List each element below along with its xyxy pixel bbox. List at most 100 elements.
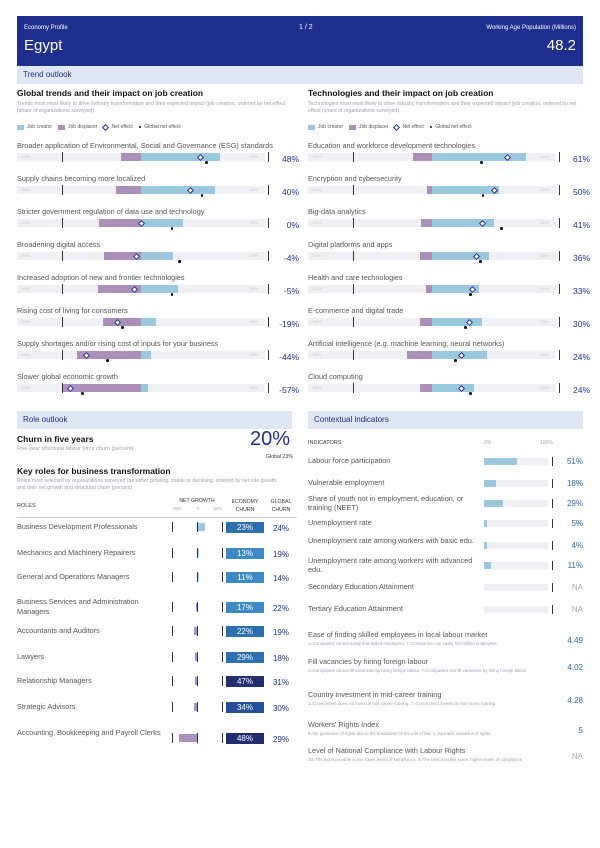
indicator-value: 5% [571,519,583,528]
global-creator-bar [141,252,174,260]
global-value: -4% [283,253,299,263]
global-tick-left [61,218,63,228]
tech-tick-left [352,218,354,228]
tech-note: Technologies most most likely to drive i… [308,101,577,114]
population-value: 48.2 [546,37,576,54]
indicator-label: Secondary Education Attainment [308,582,414,591]
role-axis-left [172,676,173,686]
indicator-label: Fill vacancies by hiring foreign labour [308,657,429,666]
economy-churn-chip: 11% [226,572,264,583]
tech-label: Encryption and cybersecurity [308,174,402,183]
indicator-end-tick [552,541,553,550]
tech-label: Health and care technologies [308,273,403,282]
global-label: Supply chains becoming more localized [17,174,146,183]
ctx-axis-max: 100% [540,440,553,446]
role-net-bar [197,523,205,531]
tech-scale-min: -100% [311,320,322,324]
tech-displacer-bar [420,219,432,227]
global-global-marker [81,392,84,395]
indicator-value: 29% [566,499,583,508]
col-roles: ROLES [17,503,36,509]
global-churn-value: 29% [272,735,289,744]
global-global-marker [178,260,181,263]
global-creator-bar [141,153,221,161]
indicator-bar [484,562,492,569]
role-axis-right [222,652,223,662]
role-net-bar [195,677,197,685]
tech-scale-max: 100% [540,353,549,357]
tech-label: Big-data analytics [308,207,366,216]
displacer-swatch [349,124,357,130]
economy-churn-chip: 47% [226,676,264,687]
tech-scale-min: -100% [311,386,322,390]
global-tick-right [268,284,269,294]
role-zero-tick [197,572,198,582]
global-scale-max: 100% [249,386,258,390]
tech-global-marker [480,161,483,164]
global-creator-bar [141,219,184,227]
role-axis-right [222,702,223,712]
economy-churn-chip: 29% [226,652,264,663]
tech-value: 41% [572,220,590,230]
tech-label: E-commerce and digital trade [308,306,404,315]
role-axis-left [172,626,173,636]
role-net-bar [196,603,197,611]
global-label: Slower global economic growth [17,372,118,381]
tech-legend: Job creator Job displacer Net effect Glo… [308,123,472,131]
role-label: Lawyers [17,652,45,661]
tech-value: 33% [572,286,590,296]
indicator-end-tick [552,457,553,466]
indicator-bar [484,500,503,507]
tech-creator-bar [432,219,494,227]
net-effect-icon [102,123,110,131]
global-global-marker [121,326,124,329]
tech-displacer-bar [419,252,432,260]
indicator-label: Share of youth not in employment, educat… [308,494,464,512]
tech-tick-right [559,152,560,162]
global-churn-value: 18% [272,654,289,663]
global-scale-max: 100% [249,320,258,324]
global-tick-left [61,152,63,162]
tech-value: 30% [572,319,590,329]
tech-tick-right [559,185,560,195]
global-value: 48% [281,154,299,164]
indicator-note: 1=Companies cannot fill vacancies by hir… [308,668,527,673]
indicator-end-tick [552,605,553,614]
indicator-value: 4.02 [567,663,583,672]
net-axis: -50% 0 50% [172,506,222,511]
role-zero-tick [197,733,198,743]
tech-scale-min: -100% [311,353,322,357]
tech-global-marker [479,260,482,263]
tech-creator-bar [432,318,482,326]
key-roles-title: Key roles for business transformation [17,466,171,476]
trend-outlook-section: Trend outlook [17,66,583,84]
net-effect-icon [393,123,401,131]
role-axis-right [222,676,223,686]
global-creator-bar [141,351,151,359]
global-scale-max: 100% [249,254,258,258]
tech-tick-left [352,284,354,294]
global-creator-bar [141,285,179,293]
tech-scale-min: -100% [311,254,322,258]
col-indicators: INDICATORS [308,440,342,446]
key-roles-note: Roles most selected by organizations sur… [17,478,278,491]
tech-value: 24% [572,385,590,395]
role-label: Mechanics and Machinery Repairers [17,548,136,557]
global-scale-max: 100% [249,188,258,192]
tech-scale-min: -100% [311,221,322,225]
indicator-end-tick [552,561,553,570]
indicator-label: Tertiary Education Attainment [308,604,403,613]
indicator-bar-bg [484,562,548,569]
role-axis-right [222,626,223,636]
tech-tick-right [559,251,560,261]
indicator-note: 1=Government does not invest in mid-care… [308,701,496,706]
role-label: Accountants and Auditors [17,626,100,635]
role-axis-right [222,602,223,612]
global-value: -5% [283,286,299,296]
global-scale-max: 100% [249,155,258,159]
tech-scale-min: -100% [311,155,322,159]
role-net-bar [195,653,197,661]
role-axis-left [172,652,173,662]
tech-scale-max: 100% [540,155,549,159]
economy-churn-chip: 34% [226,702,264,713]
